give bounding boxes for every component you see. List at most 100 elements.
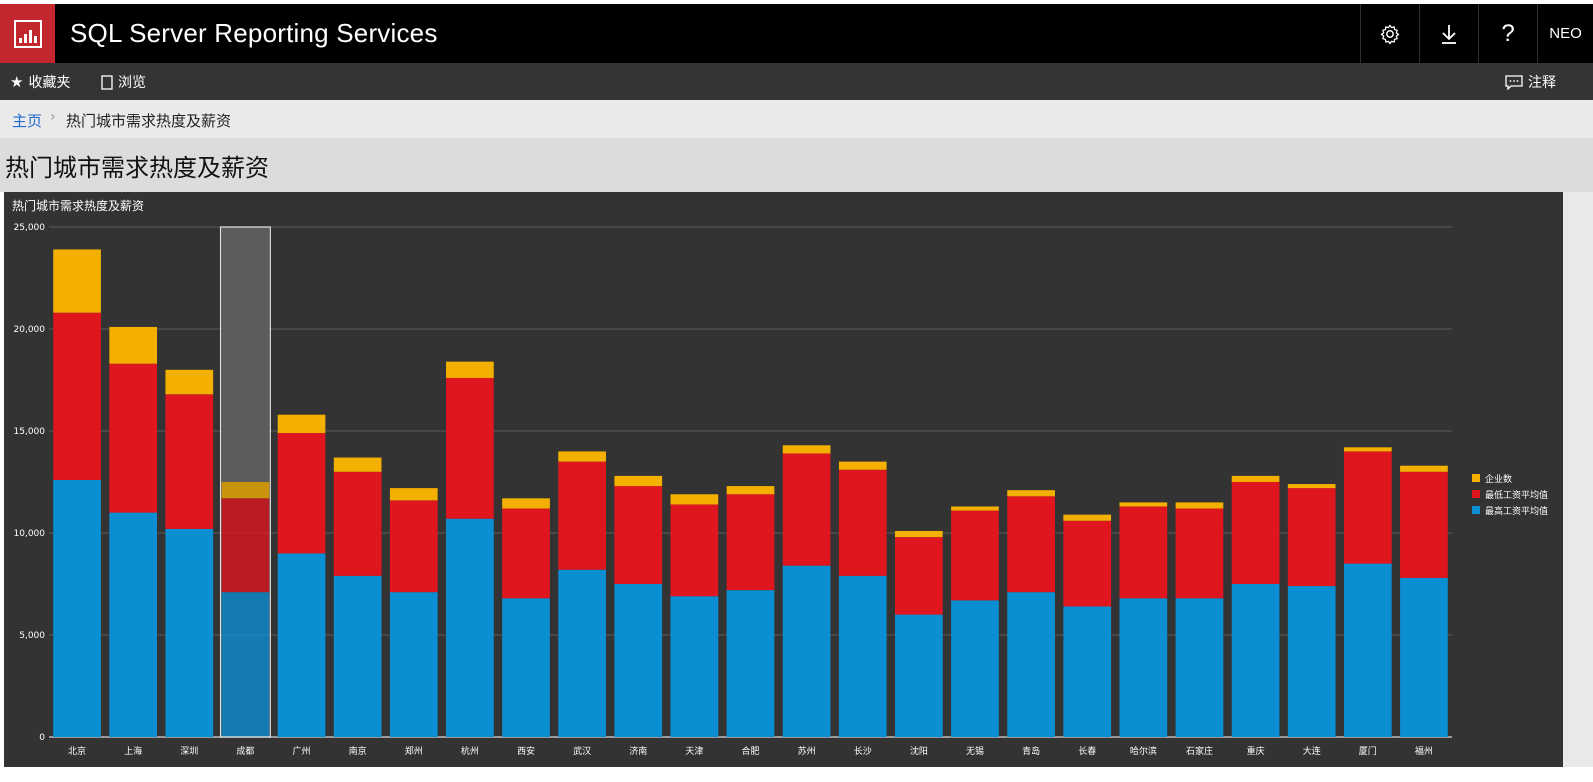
bar-segment[interactable] <box>502 508 550 599</box>
download-button[interactable] <box>1419 4 1478 63</box>
bar-segment[interactable] <box>726 486 775 495</box>
bar-segment[interactable] <box>221 498 270 593</box>
bar-segment[interactable] <box>838 575 887 737</box>
bar-segment[interactable] <box>1175 502 1224 509</box>
settings-button[interactable] <box>1360 4 1419 63</box>
breadcrumb-home-link[interactable]: 主页 <box>12 112 43 130</box>
x-tick-label: 西安 <box>517 745 535 757</box>
bar-segment[interactable] <box>1343 451 1392 564</box>
bar-segment[interactable] <box>1400 471 1448 578</box>
bar-segment[interactable] <box>895 537 943 615</box>
bar-segment[interactable] <box>53 479 101 737</box>
bar-segment[interactable] <box>333 457 382 472</box>
bar-segment[interactable] <box>165 369 214 395</box>
bar-segment[interactable] <box>951 600 999 737</box>
bar-segment[interactable] <box>1063 514 1112 521</box>
bar-segment[interactable] <box>446 361 494 378</box>
browse-label: 浏览 <box>118 75 146 91</box>
bar-segment[interactable] <box>558 461 606 570</box>
bar-segment[interactable] <box>1119 506 1168 599</box>
bar-segment[interactable] <box>446 377 494 519</box>
bar-segment[interactable] <box>1007 490 1055 497</box>
bar-segment[interactable] <box>109 326 158 364</box>
bar-segment[interactable] <box>726 494 775 591</box>
bar-segment[interactable] <box>726 590 775 737</box>
bar-segment[interactable] <box>277 414 326 434</box>
bar-segment[interactable] <box>1343 563 1392 737</box>
bar-segment[interactable] <box>333 471 382 576</box>
bar-segment[interactable] <box>389 488 438 501</box>
bar-segment[interactable] <box>1400 465 1448 472</box>
bar-segment[interactable] <box>502 598 550 737</box>
favorites-label: 收藏夹 <box>28 75 71 91</box>
bar-segment[interactable] <box>221 592 270 737</box>
bar-segment[interactable] <box>1287 488 1336 587</box>
ssrs-logo[interactable] <box>0 4 55 63</box>
bar-segment[interactable] <box>1007 592 1055 737</box>
bar-segment[interactable] <box>53 312 101 480</box>
bar-segment[interactable] <box>670 494 719 505</box>
y-tick-label: 20,000 <box>14 325 46 335</box>
bar-segment[interactable] <box>614 486 663 584</box>
y-tick-label: 25,000 <box>14 223 46 233</box>
bar-segment[interactable] <box>1063 606 1112 737</box>
bar-segment[interactable] <box>782 453 831 566</box>
bar-segment[interactable] <box>951 506 999 511</box>
bar-segment[interactable] <box>1175 508 1224 599</box>
bar-segment[interactable] <box>1119 598 1168 737</box>
bar-segment[interactable] <box>277 433 326 554</box>
help-button[interactable]: ? <box>1478 4 1537 63</box>
legend-item-max-salary: 最高工资平均值 <box>1472 502 1548 518</box>
bar-segment[interactable] <box>1175 598 1224 737</box>
legend-swatch <box>1472 490 1480 498</box>
comments-button[interactable]: 注释 <box>1505 72 1556 92</box>
breadcrumb-current: 热门城市需求热度及薪资 <box>66 112 232 130</box>
user-menu[interactable]: NEO <box>1537 4 1593 63</box>
x-tick-label: 哈尔滨 <box>1130 745 1157 757</box>
chart-logo-icon <box>13 19 42 48</box>
bar-segment[interactable] <box>1063 520 1112 607</box>
bar-segment[interactable] <box>895 530 943 538</box>
bar-segment[interactable] <box>895 614 943 737</box>
bar-segment[interactable] <box>670 596 719 737</box>
browse-link[interactable]: 浏览 <box>101 72 146 92</box>
bar-segment[interactable] <box>838 469 887 576</box>
bar-segment[interactable] <box>951 510 999 601</box>
bar-segment[interactable] <box>670 504 719 597</box>
x-tick-label: 广州 <box>293 745 311 757</box>
bar-segment[interactable] <box>277 553 326 737</box>
favorites-link[interactable]: ★ 收藏夹 <box>10 72 70 92</box>
bar-segment[interactable] <box>782 445 831 454</box>
bar-segment[interactable] <box>1231 584 1280 737</box>
bar-segment[interactable] <box>333 575 382 737</box>
bar-segment[interactable] <box>1400 577 1448 737</box>
bar-segment[interactable] <box>1119 502 1168 507</box>
bar-segment[interactable] <box>1231 475 1280 482</box>
legend-label: 企业数 <box>1485 474 1513 485</box>
bar-segment[interactable] <box>53 249 101 313</box>
bar-segment[interactable] <box>1287 484 1336 489</box>
legend-swatch <box>1472 506 1480 514</box>
x-tick-label: 沈阳 <box>910 745 928 757</box>
bar-segment[interactable] <box>165 394 214 529</box>
bar-segment[interactable] <box>558 451 606 462</box>
bar-segment[interactable] <box>502 498 550 509</box>
bar-segment[interactable] <box>109 363 158 513</box>
bar-segment[interactable] <box>838 461 887 470</box>
bar-segment[interactable] <box>109 512 158 737</box>
bar-segment[interactable] <box>389 592 438 737</box>
bar-segment[interactable] <box>558 569 606 737</box>
bar-segment[interactable] <box>1231 482 1280 584</box>
bar-segment[interactable] <box>782 565 831 737</box>
bar-segment[interactable] <box>389 500 438 593</box>
bar-segment[interactable] <box>221 482 270 499</box>
bar-segment[interactable] <box>614 584 663 737</box>
bar-segment[interactable] <box>446 518 494 737</box>
chart-legend: 企业数 最低工资平均值 最高工资平均值 <box>1472 470 1548 518</box>
bar-segment[interactable] <box>165 528 214 737</box>
bar-segment[interactable] <box>614 475 663 487</box>
bar-segment[interactable] <box>1343 447 1392 452</box>
x-tick-label: 济南 <box>629 745 647 757</box>
bar-segment[interactable] <box>1287 586 1336 737</box>
bar-segment[interactable] <box>1007 496 1055 593</box>
